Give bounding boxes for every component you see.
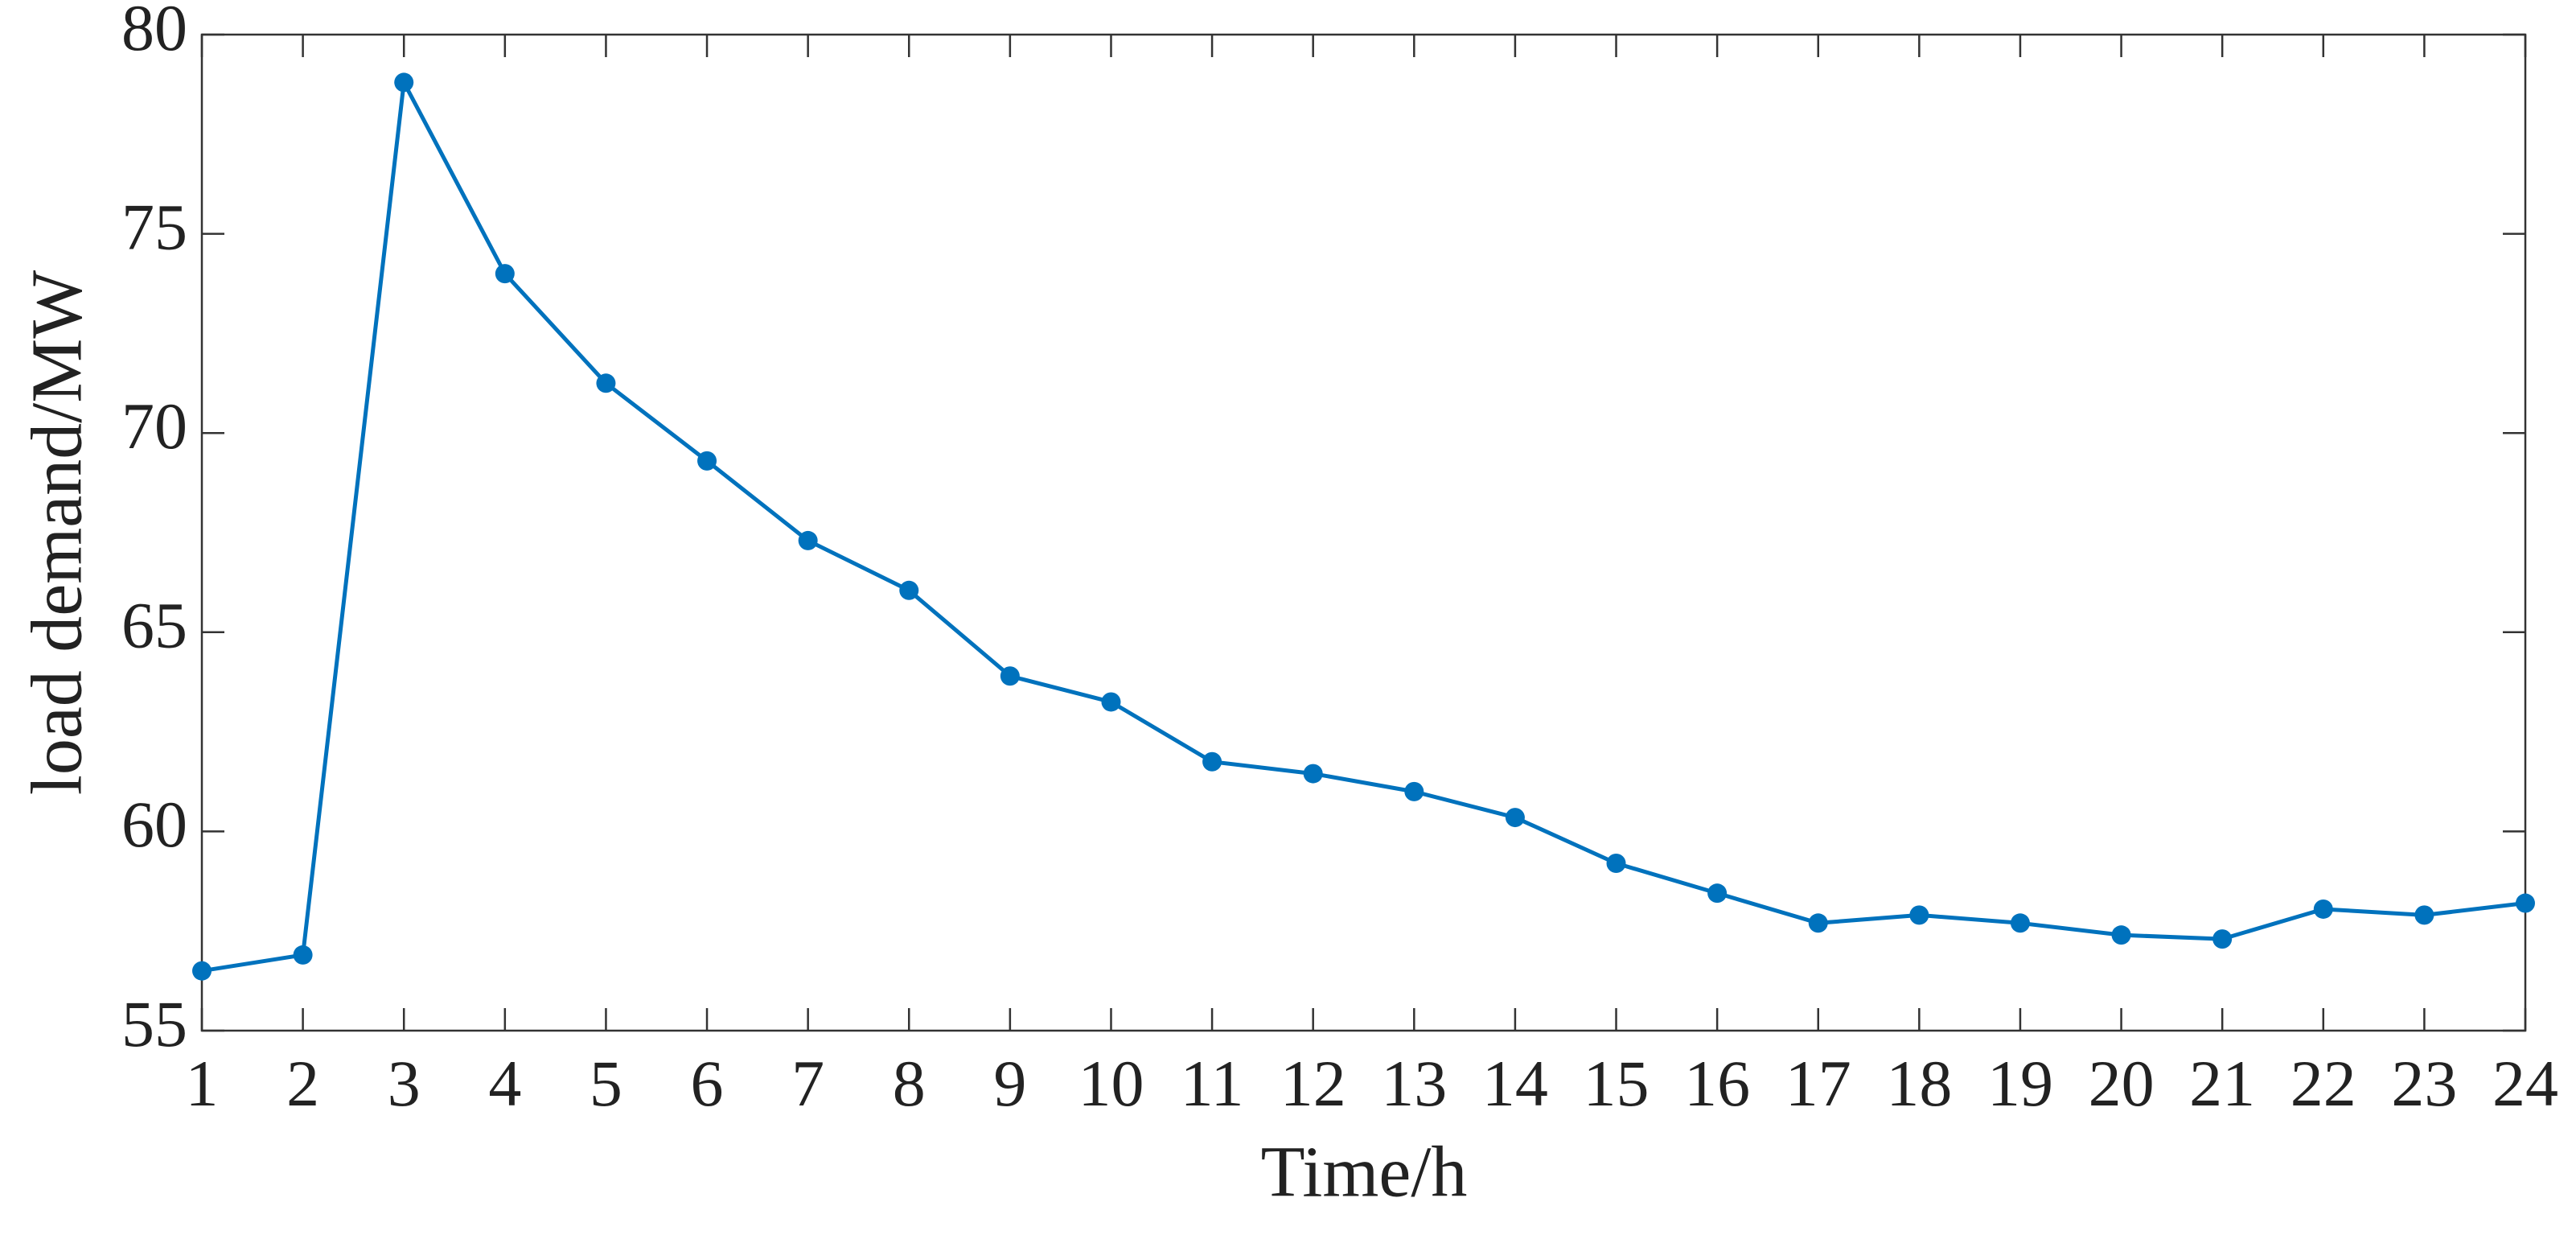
- y-tick-label: 60: [121, 788, 187, 861]
- data-point: [596, 373, 616, 393]
- x-tick-label: 17: [1785, 1047, 1851, 1120]
- x-tick-label: 13: [1381, 1047, 1447, 1120]
- x-tick-label: 7: [791, 1047, 824, 1120]
- y-tick-label: 55: [121, 987, 187, 1060]
- y-axis-label: load demand/MW: [18, 270, 97, 795]
- x-tick-label: 12: [1280, 1047, 1346, 1120]
- x-tick-label: 1: [186, 1047, 219, 1120]
- data-point: [293, 945, 313, 965]
- data-point: [1909, 905, 1929, 925]
- x-tick-label: 10: [1078, 1047, 1144, 1120]
- data-point: [192, 961, 212, 981]
- data-point: [2010, 913, 2030, 933]
- data-point: [495, 264, 515, 284]
- y-tick-label: 75: [121, 190, 187, 263]
- data-point: [2313, 899, 2333, 919]
- plot-frame: [200, 33, 2527, 1032]
- x-tick-label: 20: [2089, 1047, 2155, 1120]
- x-tick-label: 15: [1584, 1047, 1650, 1120]
- x-tick-label: 9: [993, 1047, 1026, 1120]
- data-point: [1000, 666, 1020, 686]
- data-point: [1303, 764, 1323, 784]
- data-point: [1505, 808, 1525, 828]
- x-tick-label: 3: [388, 1047, 421, 1120]
- data-point: [1101, 692, 1121, 712]
- data-point: [2516, 893, 2535, 913]
- y-tick-label: 80: [121, 0, 187, 64]
- x-tick-label: 16: [1684, 1047, 1750, 1120]
- data-point: [2212, 929, 2233, 949]
- y-tick-label: 65: [121, 589, 187, 662]
- data-point: [2414, 905, 2434, 925]
- data-point: [1808, 913, 1828, 933]
- data-point: [899, 580, 919, 600]
- x-tick-label: 2: [286, 1047, 319, 1120]
- x-axis-label: Time/h: [1261, 1133, 1468, 1212]
- data-point: [1707, 883, 1728, 904]
- data-point: [697, 451, 717, 471]
- x-tick-label: 22: [2290, 1047, 2356, 1120]
- x-tick-label: 6: [691, 1047, 724, 1120]
- x-tick-label: 11: [1181, 1047, 1244, 1120]
- x-tick-label: 14: [1482, 1047, 1548, 1120]
- data-point: [1202, 751, 1222, 772]
- x-tick-label: 23: [2391, 1047, 2457, 1120]
- data-point: [1404, 781, 1424, 801]
- data-point: [2111, 925, 2131, 945]
- x-tick-label: 4: [488, 1047, 521, 1120]
- x-tick-label: 24: [2492, 1047, 2558, 1120]
- data-point: [394, 72, 414, 93]
- data-point: [798, 530, 818, 550]
- data-point: [1606, 854, 1626, 874]
- x-tick-label: 5: [590, 1047, 622, 1120]
- x-tick-label: 19: [1987, 1047, 2053, 1120]
- x-tick-label: 21: [2189, 1047, 2255, 1120]
- x-tick-label: 18: [1886, 1047, 1952, 1120]
- data-line: [201, 80, 2526, 974]
- y-tick-label: 70: [121, 389, 187, 463]
- x-tick-label: 8: [893, 1047, 926, 1120]
